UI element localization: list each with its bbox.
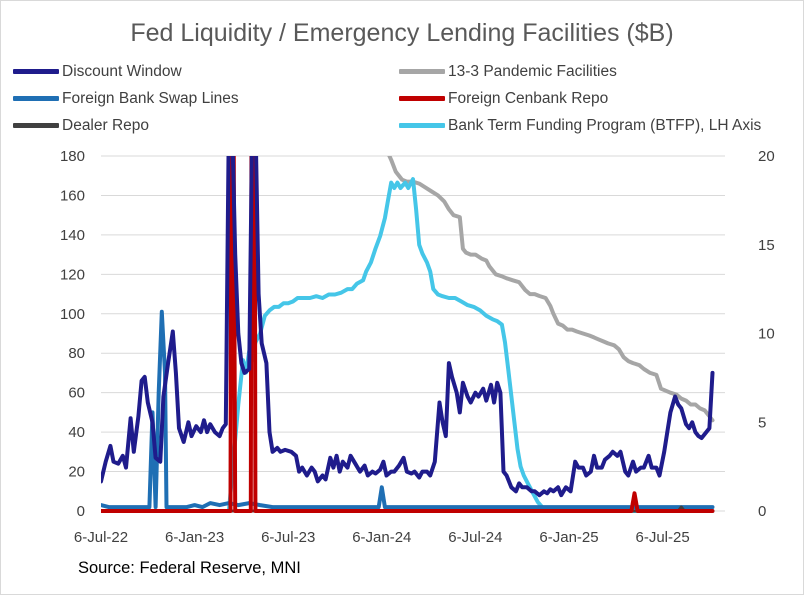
y-left-tick-label: 180 (60, 148, 85, 165)
x-tick-label: 6-Jul-25 (635, 529, 689, 546)
y-left-tick-label: 140 (60, 227, 85, 244)
x-tick-label: 6-Jan-25 (539, 529, 598, 546)
y-left-tick-label: 0 (77, 503, 85, 520)
y-right-tick-label: 0 (758, 503, 766, 520)
legend-label: 13-3 Pandemic Facilities (448, 63, 617, 80)
legend-label: Dealer Repo (62, 117, 150, 134)
x-tick-label: 6-Jul-22 (74, 529, 128, 546)
legend-swatch (13, 123, 59, 129)
y-right-tick-label: 5 (758, 414, 766, 431)
legend-label: Foreign Bank Swap Lines (62, 90, 239, 107)
legend-cenbank-repo: Foreign Cenbank Repo (399, 90, 608, 108)
y-left-tick-label: 80 (68, 345, 85, 362)
series-line-discount-window (101, 156, 715, 498)
legend-swatch (13, 96, 59, 102)
legend-swatch (399, 123, 445, 129)
legend-swatch (399, 69, 445, 75)
x-tick-label: 6-Jan-23 (165, 529, 224, 546)
series-line-bank-term-funding-program-btfp-lh-axis (101, 177, 715, 513)
y-left-tick-label: 20 (68, 464, 85, 481)
x-tick-label: 6-Jul-24 (448, 529, 502, 546)
legend-label: Foreign Cenbank Repo (448, 90, 609, 107)
y-left-tick-label: 60 (68, 385, 85, 402)
y-right-tick-label: 10 (758, 326, 775, 343)
legend-swap-lines: Foreign Bank Swap Lines (13, 90, 239, 108)
x-tick-label: 6-Jan-24 (352, 529, 411, 546)
source-note: Source: Federal Reserve, MNI (78, 559, 301, 577)
legend-label: Discount Window (62, 63, 182, 80)
series-line-foreign-bank-swap-lines (101, 309, 715, 510)
y-left-tick-label: 40 (68, 424, 85, 441)
y-left-tick-label: 120 (60, 266, 85, 283)
y-left-tick-label: 100 (60, 306, 85, 323)
legend-swatch (399, 96, 445, 102)
chart-title: Fed Liquidity / Emergency Lending Facili… (130, 19, 674, 47)
x-tick-label: 6-Jul-23 (261, 529, 315, 546)
y-left-tick-label: 160 (60, 187, 85, 204)
y-right-tick-label: 15 (758, 237, 775, 254)
legend-swatch (13, 69, 59, 75)
legend-discount-window: Discount Window (13, 63, 182, 81)
legend-dealer-repo: Dealer Repo (13, 117, 149, 135)
series-line-13-3-pandemic-facilities (387, 156, 715, 423)
series-line-foreign-cenbank-repo (101, 156, 715, 513)
legend-pandemic-facilities: 13-3 Pandemic Facilities (399, 63, 617, 81)
legend-btfp: Bank Term Funding Program (BTFP), LH Axi… (399, 117, 761, 135)
legend-label: Bank Term Funding Program (BTFP), LH Axi… (448, 117, 762, 134)
y-right-tick-label: 20 (758, 148, 775, 165)
